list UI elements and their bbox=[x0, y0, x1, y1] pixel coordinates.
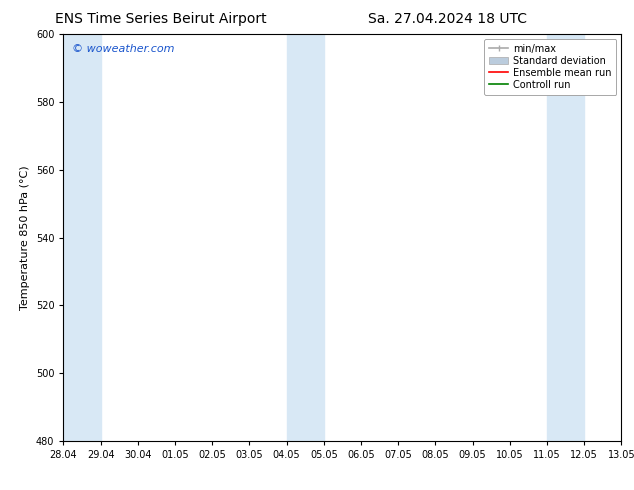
Text: ENS Time Series Beirut Airport: ENS Time Series Beirut Airport bbox=[55, 12, 266, 26]
Legend: min/max, Standard deviation, Ensemble mean run, Controll run: min/max, Standard deviation, Ensemble me… bbox=[484, 39, 616, 95]
Bar bbox=[287, 34, 324, 441]
Text: Sa. 27.04.2024 18 UTC: Sa. 27.04.2024 18 UTC bbox=[368, 12, 527, 26]
Bar bbox=[547, 34, 584, 441]
Text: © woweather.com: © woweather.com bbox=[72, 45, 174, 54]
Y-axis label: Temperature 850 hPa (°C): Temperature 850 hPa (°C) bbox=[20, 165, 30, 310]
Bar bbox=[63, 34, 101, 441]
